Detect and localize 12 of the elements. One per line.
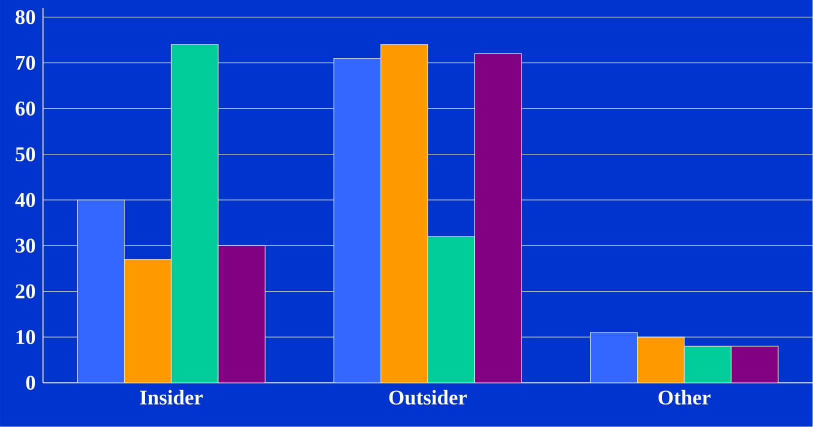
x-tick-label: Outsider	[389, 390, 467, 405]
x-tick-label: Insider	[140, 390, 203, 405]
y-tick-label: 80	[16, 10, 36, 24]
y-tick-label: 40	[15, 193, 36, 208]
y-tick-label: 0	[26, 376, 36, 390]
y-tick-label: 50	[16, 147, 36, 162]
y-tick-label: 30	[16, 238, 36, 253]
y-tick-label: 70	[16, 56, 36, 70]
y-tick-label: 10	[16, 330, 36, 344]
y-tick-label: 60	[16, 102, 36, 116]
y-tick-label: 20	[16, 284, 36, 299]
x-tick-label: Other	[658, 390, 711, 405]
